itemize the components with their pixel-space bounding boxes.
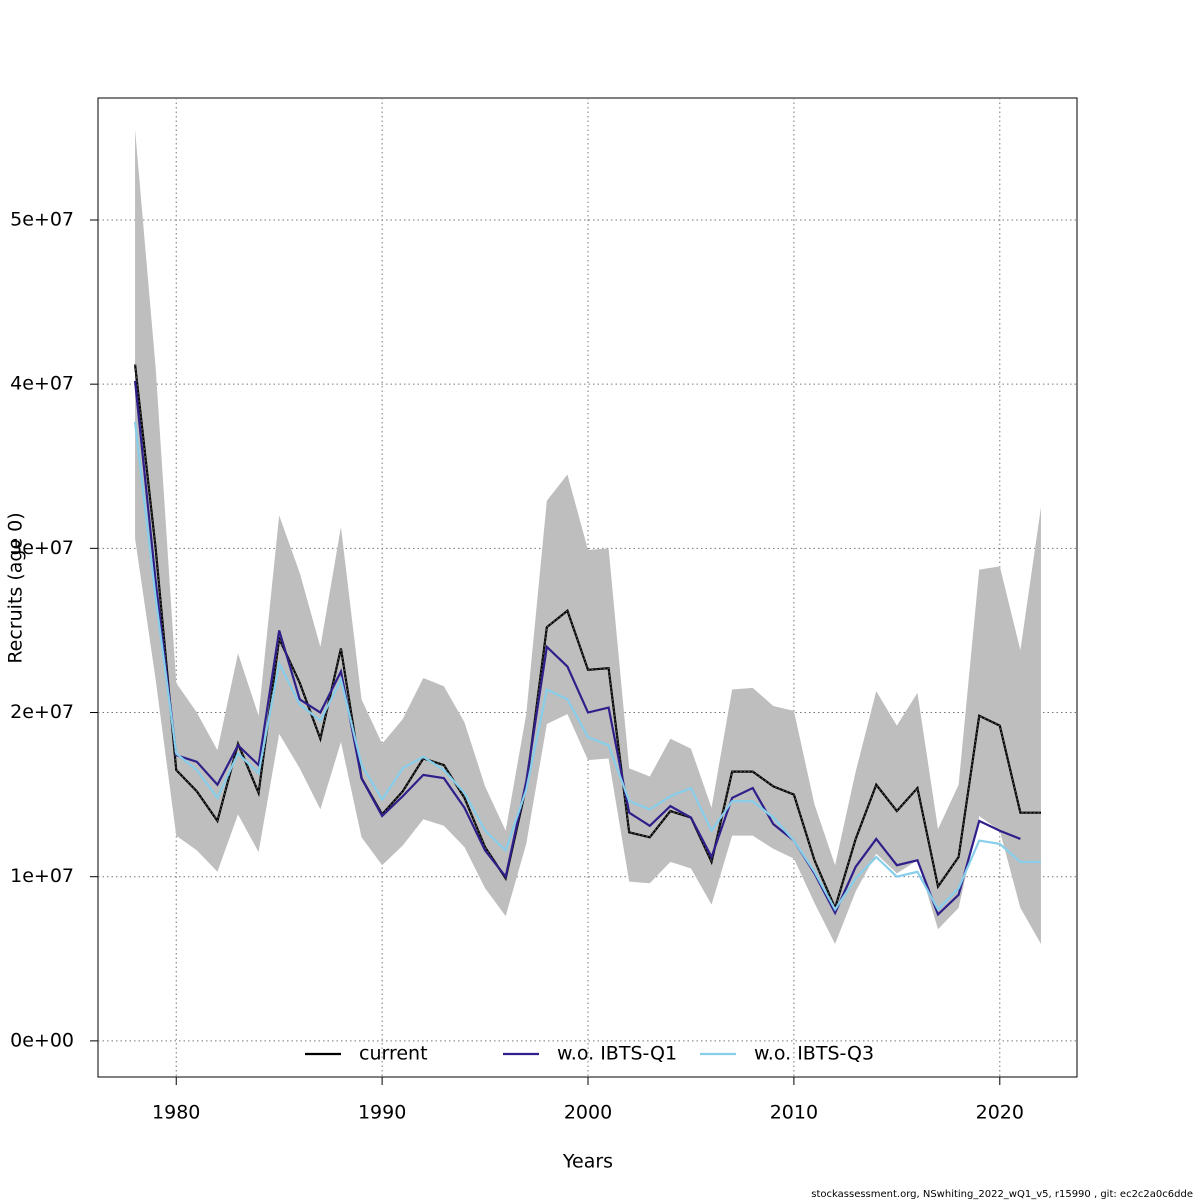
- y-tick-label: 0e+00: [10, 1029, 74, 1051]
- x-axis-label: Years: [562, 1151, 613, 1173]
- y-tick-label: 1e+07: [10, 865, 74, 887]
- x-tick-label: 2020: [976, 1102, 1024, 1124]
- y-tick-label: 5e+07: [10, 208, 74, 230]
- x-tick-label: 2010: [770, 1102, 818, 1124]
- y-axis-label: Recruits (age 0): [5, 512, 27, 663]
- footer: stockassessment.org, NSwhiting_2022_wQ1_…: [811, 1189, 1193, 1200]
- x-tick-label: 1990: [358, 1102, 406, 1124]
- plot-frame: [97, 97, 1078, 1078]
- legend-label: w.o. IBTS-Q1: [557, 1043, 677, 1065]
- series-line: [133, 380, 1021, 917]
- x-tick-label: 1980: [152, 1102, 200, 1124]
- confidence-band: [135, 129, 1041, 945]
- series-line: [133, 421, 1041, 912]
- y-tick-label: 3e+07: [10, 537, 74, 559]
- legend-label: w.o. IBTS-Q3: [754, 1043, 874, 1065]
- legend-label: current: [359, 1043, 428, 1065]
- y-tick-label: 4e+07: [10, 373, 74, 395]
- x-tick-label: 2000: [564, 1102, 612, 1124]
- series-line-overlay: [134, 364, 1041, 910]
- y-tick-label: 2e+07: [10, 701, 74, 723]
